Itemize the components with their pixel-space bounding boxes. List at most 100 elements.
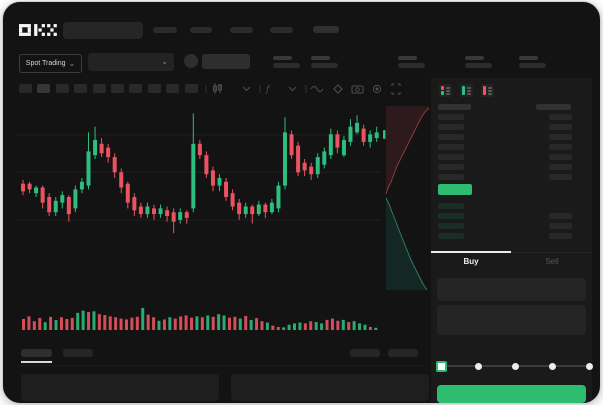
bottom-tab[interactable] — [63, 349, 93, 357]
volume-bar — [173, 318, 177, 330]
ask-row-price[interactable] — [438, 134, 464, 140]
volume-bar — [87, 311, 91, 330]
bottom-tab-active[interactable] — [21, 349, 52, 357]
volume-bar — [271, 325, 275, 330]
bid-row-price[interactable] — [438, 213, 464, 219]
candle-body — [60, 195, 65, 203]
bid-row-price[interactable] — [438, 203, 464, 209]
history-table-placeholder — [231, 374, 429, 401]
timeframe-chip[interactable] — [74, 84, 88, 93]
ask-row-price[interactable] — [438, 124, 464, 130]
price-input[interactable] — [437, 278, 586, 301]
timeframe-chip[interactable] — [147, 84, 161, 93]
slider-dot[interactable] — [585, 362, 593, 370]
volume-bar — [255, 318, 259, 330]
volume-bar — [114, 317, 118, 330]
candle-body — [328, 134, 333, 156]
nav-item[interactable] — [230, 27, 253, 33]
timeframe-chip[interactable] — [55, 84, 69, 93]
volume-bar — [238, 318, 242, 330]
timeframe-chip[interactable] — [37, 84, 51, 93]
bottom-action-chip[interactable] — [350, 349, 380, 357]
depth-chart[interactable] — [383, 102, 431, 292]
ask-row-amount[interactable] — [549, 124, 572, 130]
slider-dot[interactable] — [511, 362, 519, 370]
okx-logo[interactable] — [19, 24, 59, 36]
timeframe-chip[interactable] — [166, 84, 180, 93]
bottom-action-chip[interactable] — [388, 349, 418, 357]
volume-bar — [119, 318, 123, 330]
timeframe-chip[interactable] — [19, 84, 32, 93]
book-asks-icon[interactable] — [481, 84, 494, 97]
volume-bar — [108, 316, 112, 330]
ask-row-amount[interactable] — [549, 114, 572, 120]
candle-body — [283, 132, 287, 186]
depth-bids-area — [386, 198, 427, 290]
ask-row-price[interactable] — [438, 164, 464, 170]
slider-dot[interactable] — [548, 362, 556, 370]
bid-row-price[interactable] — [438, 223, 464, 229]
volume-bar — [303, 323, 307, 330]
slider-dot[interactable] — [474, 362, 482, 370]
timeframe-chip[interactable] — [111, 84, 124, 93]
bid-row-amount[interactable] — [549, 223, 572, 229]
tab-buy[interactable]: Buy — [463, 257, 479, 266]
ask-row-price[interactable] — [438, 174, 464, 180]
nav-item[interactable] — [313, 26, 339, 33]
nav-item[interactable] — [270, 27, 293, 33]
book-bids-icon[interactable] — [460, 84, 473, 97]
stat-label-placeholder — [273, 56, 292, 60]
orderbook-header-amount — [536, 104, 571, 110]
volume-bar — [168, 317, 172, 330]
ask-row-amount[interactable] — [549, 134, 572, 140]
candle-body — [256, 204, 261, 215]
candle-body — [335, 134, 340, 148]
tab-sell[interactable]: Sell — [545, 257, 559, 266]
bid-row-price[interactable] — [438, 233, 464, 239]
volume-bar — [363, 324, 367, 330]
pair-dropdown[interactable]: ⌄ — [88, 53, 174, 71]
ask-row-amount[interactable] — [549, 144, 572, 150]
candle-body — [230, 193, 235, 207]
candle-body — [197, 143, 202, 156]
nav-item[interactable] — [190, 27, 212, 33]
book-all-icon[interactable] — [439, 84, 452, 97]
volume-bar — [141, 308, 145, 330]
camera-icon — [351, 85, 364, 94]
ask-row-amount[interactable] — [549, 174, 572, 180]
ask-row-price[interactable] — [438, 114, 464, 120]
volume-bar — [227, 317, 231, 330]
bid-row-amount[interactable] — [549, 213, 572, 219]
ask-row-amount[interactable] — [549, 154, 572, 160]
chart-toolbar-icons[interactable]: f — [203, 82, 403, 96]
amount-input[interactable] — [437, 305, 586, 335]
buy-tab-underline — [431, 251, 511, 253]
volume-bar — [293, 323, 296, 330]
volume-bar — [309, 321, 313, 330]
bid-row-amount[interactable] — [549, 233, 572, 239]
price-chart[interactable] — [17, 102, 381, 334]
timeframe-chip[interactable] — [92, 84, 106, 93]
candle-body — [237, 202, 242, 215]
candle-body — [302, 162, 307, 171]
slider-handle[interactable] — [435, 360, 447, 372]
volume-bar — [65, 319, 69, 330]
candle-body — [66, 197, 71, 215]
market-type-dropdown[interactable]: Spot Trading ⌄ — [19, 54, 82, 73]
ask-row-price[interactable] — [438, 154, 464, 160]
nav-item[interactable] — [153, 27, 177, 33]
volume-bar — [287, 324, 291, 330]
last-price-badge[interactable] — [438, 184, 472, 195]
timeframe-chip[interactable] — [129, 84, 143, 93]
volume-bar — [244, 315, 248, 330]
buy-button[interactable] — [437, 385, 586, 403]
candle-body — [289, 134, 294, 156]
timeframe-chip[interactable] — [184, 84, 198, 93]
stat-value-placeholder — [519, 63, 546, 68]
ask-row-amount[interactable] — [549, 164, 572, 170]
candle-body — [368, 134, 373, 142]
candle-body — [34, 187, 39, 194]
volume-bar — [195, 316, 199, 330]
search-input[interactable] — [63, 22, 143, 39]
ask-row-price[interactable] — [438, 144, 464, 150]
